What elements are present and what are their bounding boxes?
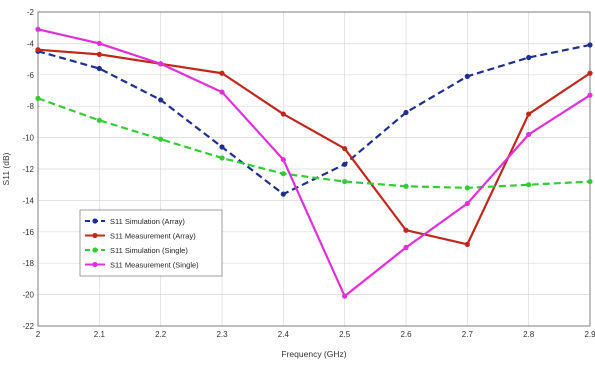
y-tick-label: -16 [22,228,34,237]
data-point [158,61,164,67]
data-point [219,144,225,150]
x-tick-label: 2.7 [462,330,474,339]
data-point [464,200,470,207]
x-tick-label: 2.3 [216,330,228,339]
y-tick-label: -2 [27,8,35,17]
data-point [96,117,102,123]
data-point [342,145,348,152]
data-point [464,185,470,191]
x-tick-label: 2.2 [155,330,167,339]
data-point [526,131,532,138]
data-point [342,178,348,185]
y-tick-label: -22 [22,322,34,331]
series-line [37,28,591,298]
y-ticks: -2 -4 -6 -8 -10 -12 -14 -16 -18 -20 -22 [22,8,34,331]
data-point [403,109,409,116]
data-point [158,97,164,103]
data-point [587,178,593,185]
data-point [280,171,286,177]
y-tick-label: -6 [27,71,35,80]
data-point [403,183,409,189]
legend: S11 Simulation (Array) S11 Measurement (A… [79,209,223,277]
data-point [280,191,286,197]
y-tick-label: -8 [27,102,35,111]
legend-label: S11 Measurement (Single) [110,261,199,270]
legend-item: S11 Measurement (Single) [85,261,199,270]
x-tick-label: 2.1 [94,330,106,339]
data-point [96,65,102,72]
legend-marker [92,247,98,253]
series-line [37,48,591,246]
x-tick-label: 2.4 [278,330,290,339]
data-point [587,70,593,76]
data-point [280,156,286,163]
data-point [403,244,409,251]
series [35,26,593,299]
data-point [587,92,593,98]
legend-marker [92,261,98,268]
legend-label: S11 Simulation (Array) [110,217,185,226]
x-tick-label: 2.5 [339,330,351,339]
data-point [342,293,348,299]
data-point [526,182,532,188]
y-tick-label: -12 [22,165,34,174]
x-ticks: 2 2.1 2.2 2.3 2.4 2.5 2.6 2.7 2.8 2.9 [36,330,595,339]
data-point [219,89,225,95]
legend-marker [92,232,98,239]
series-4 [35,26,593,299]
data-point [526,111,532,117]
data-point [219,70,225,76]
series-3 [35,95,593,191]
plot-frame [37,11,591,327]
legend-item: S11 Measurement (Array) [85,232,196,241]
data-point [35,95,41,101]
y-axis-title: S11 (dB) [1,152,11,185]
legend-marker [92,218,98,224]
data-point [464,241,470,247]
series-line [37,97,591,189]
legend-item: S11 Simulation (Array) [85,217,185,226]
series-2 [35,47,593,247]
x-tick-label: 2.9 [584,330,595,339]
data-point [219,155,225,161]
y-tick-label: -18 [22,259,34,268]
data-point [526,54,532,61]
data-point [96,51,102,57]
legend-label: S11 Measurement (Array) [110,232,196,241]
data-point [403,227,409,233]
series-line [37,43,591,196]
data-point [96,40,102,47]
data-point [464,73,470,79]
data-point [35,47,41,53]
data-point [280,111,286,117]
legend-item: S11 Simulation (Single) [85,246,188,255]
y-tick-label: -4 [27,39,35,48]
y-tick-label: -10 [22,134,34,143]
legend-label: S11 Simulation (Single) [110,246,188,255]
data-point [35,26,41,32]
x-tick-label: 2 [36,330,41,339]
y-tick-label: -20 [22,291,34,300]
x-axis-title: Frequency (GHz) [281,349,346,359]
y-tick-label: -14 [22,196,34,205]
data-point [158,136,164,142]
x-tick-label: 2.6 [400,330,412,339]
x-tick-label: 2.8 [523,330,535,339]
data-point [342,161,348,167]
data-point [587,42,593,48]
legend-items: S11 Simulation (Array) S11 Measurement (A… [85,217,199,270]
